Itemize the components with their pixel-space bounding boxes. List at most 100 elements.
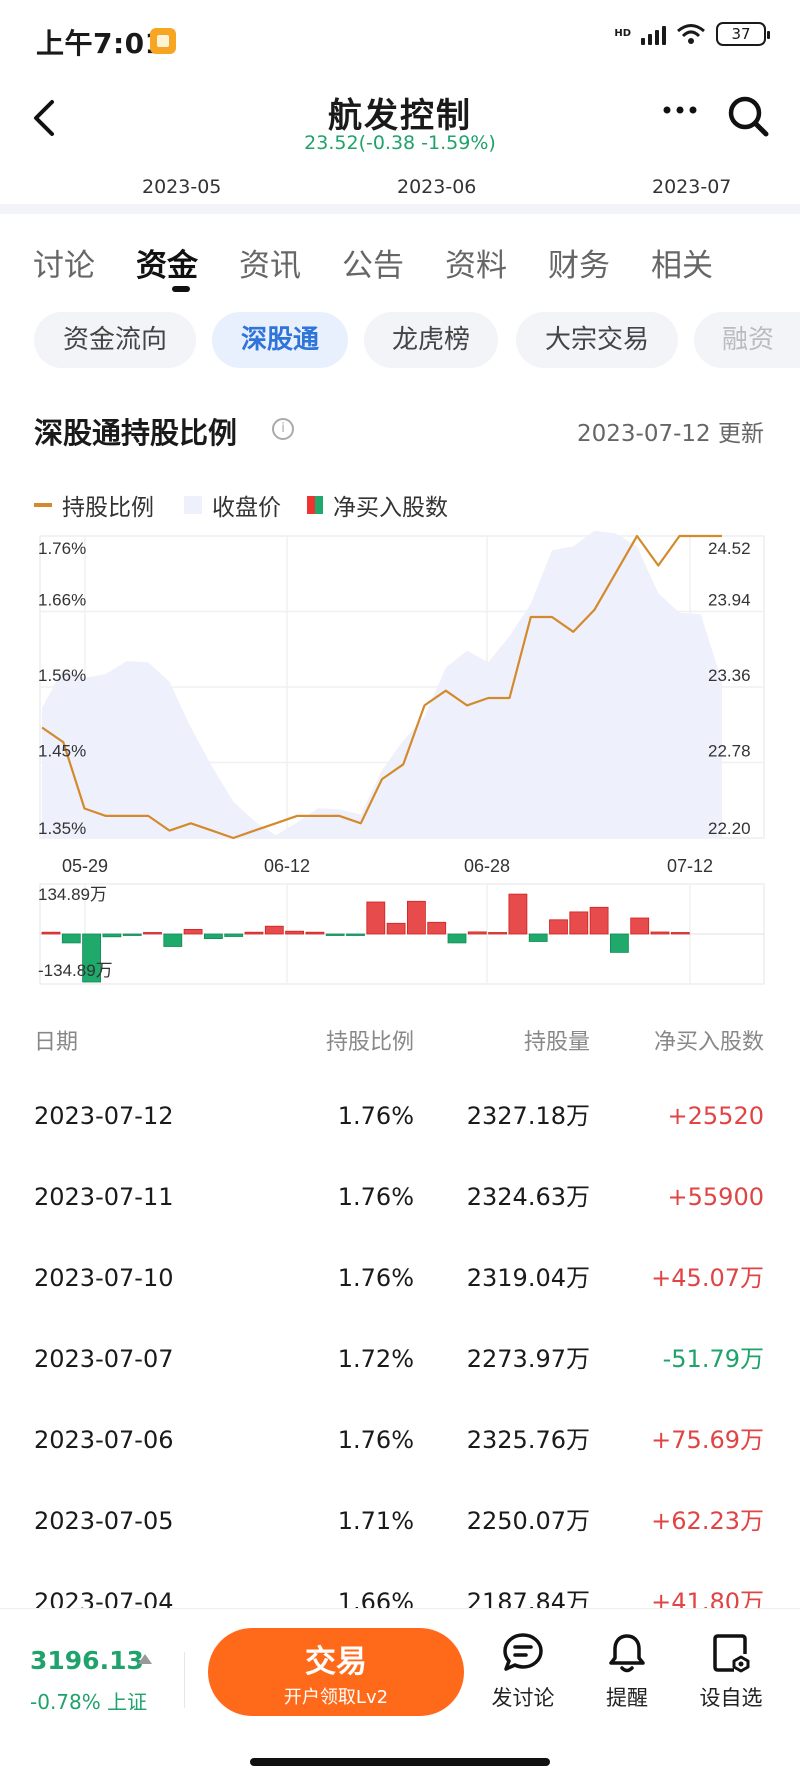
net-buy-bar (163, 933, 183, 947)
row-net-buy: +62.23万 (651, 1507, 764, 1535)
col-header-date: 日期 (34, 1030, 79, 1055)
net-buy-bar (325, 933, 345, 936)
network-type: HD (614, 28, 631, 39)
row-qty: 2327.18万 (466, 1102, 590, 1130)
status-time: 上午7:01 (36, 27, 165, 60)
expand-up-icon[interactable] (138, 1654, 152, 1664)
divider (184, 1652, 185, 1708)
net-buy-bar (427, 921, 447, 935)
net-buy-bar (488, 932, 508, 935)
net-buy-bar (305, 931, 325, 935)
net-buy-bar (528, 933, 548, 942)
tab-announcements[interactable]: 公告 (342, 248, 404, 284)
header-divider (0, 204, 800, 214)
table-row[interactable]: 2023-07-11 1.76% 2324.63万 +55900 (0, 1157, 800, 1237)
legend-bar-swatch (307, 496, 323, 514)
row-date: 2023-07-06 (34, 1426, 174, 1454)
info-icon[interactable]: i (272, 418, 294, 440)
remind-button[interactable]: 提醒 (582, 1630, 672, 1712)
table-row[interactable]: 2023-07-05 1.71% 2250.07万 +62.23万 (0, 1481, 800, 1561)
col-header-net-buy: 净买入股数 (653, 1030, 764, 1055)
net-buy-bar (650, 931, 670, 935)
legend-line-swatch (34, 503, 52, 507)
row-net-buy: +45.07万 (651, 1264, 764, 1292)
back-arrow-icon[interactable] (24, 96, 68, 140)
trade-button[interactable]: 交易 开户领取Lv2 (208, 1628, 464, 1716)
update-time: 2023-07-12 更新 (577, 421, 764, 447)
net-buy-bar (285, 930, 305, 935)
row-ratio: 1.76% (337, 1102, 414, 1130)
row-ratio: 1.76% (337, 1426, 414, 1454)
net-buy-bar (386, 922, 406, 935)
row-net-buy: +75.69万 (651, 1426, 764, 1454)
row-ratio: 1.71% (337, 1507, 414, 1535)
right-axis-tick: 23.94 (708, 591, 751, 610)
signal-icon (641, 23, 666, 45)
pill-block-trade[interactable]: 大宗交易 (516, 312, 678, 368)
holding-chart[interactable]: 1.76% 1.66% 1.56% 1.45% 1.35% 24.52 23.94 23.36… (0, 520, 800, 990)
net-buy-bar (589, 906, 609, 935)
close-price-area (42, 530, 722, 838)
net-buy-bar (143, 932, 162, 935)
pill-shenzhen-connect[interactable]: 深股通 (212, 312, 348, 368)
tab-profile[interactable]: 资料 (445, 248, 507, 284)
month-label: 2023-07 (652, 176, 732, 198)
row-ratio: 1.72% (337, 1345, 414, 1373)
table-row[interactable]: 2023-07-10 1.76% 2319.04万 +45.07万 (0, 1238, 800, 1318)
row-net-buy: +55900 (667, 1183, 764, 1211)
table-row[interactable]: 2023-07-06 1.76% 2325.76万 +75.69万 (0, 1400, 800, 1480)
net-buy-bar (203, 933, 223, 939)
bar-axis-min-label: -134.89万 (38, 961, 113, 980)
left-axis-tick: 1.45% (38, 742, 86, 761)
pill-margin[interactable]: 融资 (694, 312, 800, 368)
battery-indicator: 37 (716, 22, 770, 46)
row-date: 2023-07-11 (34, 1183, 174, 1211)
add-watchlist-button[interactable]: 设自选 (686, 1630, 776, 1712)
legend-net-buy: 净买入股数 (333, 495, 448, 521)
stock-title: 航发控制 (328, 96, 472, 136)
row-date: 2023-07-10 (34, 1264, 174, 1292)
index-change[interactable]: -0.78% 上证 (30, 1690, 148, 1714)
wifi-icon (677, 24, 705, 44)
net-buy-bar (264, 925, 284, 935)
net-buy-bar (549, 919, 568, 935)
x-axis-tick: 06-28 (464, 856, 510, 876)
row-qty: 2325.76万 (466, 1426, 590, 1454)
chat-bubble-icon (503, 1633, 543, 1671)
row-date: 2023-07-07 (34, 1345, 174, 1373)
more-icon[interactable] (662, 104, 698, 116)
tab-finance[interactable]: 财务 (548, 248, 610, 284)
discuss-button[interactable]: 发讨论 (478, 1630, 568, 1712)
pill-dragon-tiger[interactable]: 龙虎榜 (364, 312, 498, 368)
legend-area-swatch (184, 496, 202, 514)
tab-discuss[interactable]: 讨论 (33, 248, 95, 284)
search-icon[interactable] (726, 94, 770, 138)
row-qty: 2324.63万 (466, 1183, 590, 1211)
table-row[interactable]: 2023-07-07 1.72% 2273.97万 -51.79万 (0, 1319, 800, 1399)
tab-news[interactable]: 资讯 (239, 248, 301, 284)
active-tab-indicator (172, 286, 190, 292)
right-axis-tick: 22.78 (708, 742, 751, 761)
left-axis-tick: 1.66% (38, 591, 86, 610)
status-indicators: HD 37 (614, 22, 770, 46)
row-qty: 2250.07万 (466, 1507, 590, 1535)
tab-funds[interactable]: 资金 (136, 248, 198, 284)
net-buy-bar (569, 911, 589, 935)
left-axis-tick: 1.76% (38, 539, 86, 558)
right-axis-tick: 24.52 (708, 539, 751, 558)
col-header-qty: 持股量 (523, 1030, 590, 1055)
pill-fund-flow[interactable]: 资金流向 (34, 312, 196, 368)
row-ratio: 1.76% (337, 1183, 414, 1211)
row-net-buy: +25520 (667, 1102, 764, 1130)
net-buy-bar (346, 933, 365, 936)
net-buy-bar (670, 932, 690, 935)
row-date: 2023-07-12 (34, 1102, 174, 1130)
index-value[interactable]: 3196.13 (30, 1646, 144, 1675)
tab-related[interactable]: 相关 (651, 248, 713, 284)
table-row[interactable]: 2023-07-12 1.76% 2327.18万 +25520 (0, 1076, 800, 1156)
net-buy-bar (183, 928, 203, 935)
trade-label: 交易 (305, 1644, 367, 1680)
net-buy-bar (610, 933, 629, 953)
net-buy-bar (406, 900, 426, 935)
net-buy-bar (447, 933, 467, 944)
